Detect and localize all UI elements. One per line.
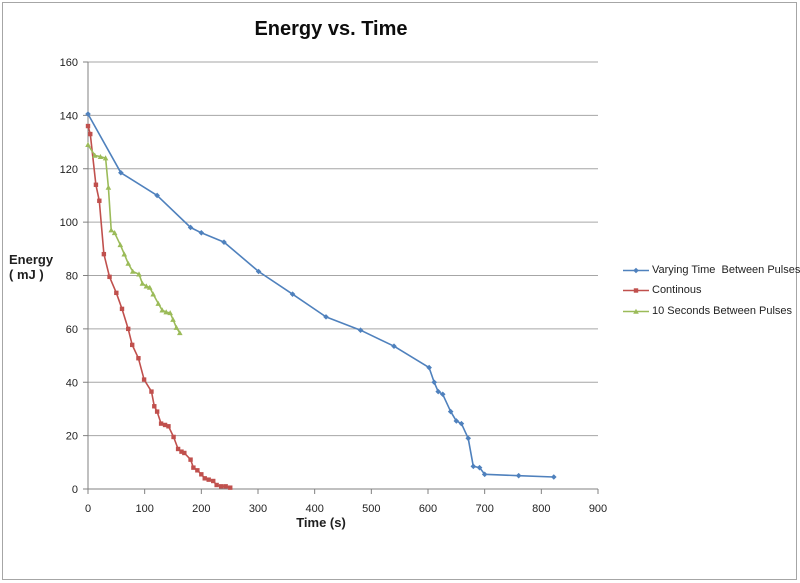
x-tick-label: 400: [305, 503, 323, 515]
y-tick-labels: 0 20 40 60 80 100 120 140 160: [60, 57, 78, 496]
y-axis-title-line2: ( mJ ): [9, 267, 44, 282]
legend-label: Varying Time Between Pulses: [652, 263, 800, 276]
x-tick-label: 500: [362, 503, 380, 515]
legend-item-2[interactable]: Continous: [623, 281, 800, 302]
y-tick-label: 40: [66, 377, 78, 389]
x-axis-title: Time (s): [296, 515, 346, 530]
chart-title: Energy vs. Time: [254, 18, 408, 40]
y-tick-label: 60: [66, 324, 78, 336]
x-tick-label: 300: [249, 503, 267, 515]
legend-key-diamond-icon: [623, 267, 649, 274]
series-10-seconds-between-pulses[interactable]: [85, 141, 183, 336]
legend-item-1[interactable]: Varying Time Between Pulses: [623, 260, 800, 281]
x-tick-label: 900: [589, 503, 607, 515]
y-tick-label: 100: [60, 217, 78, 229]
tick-marks: [83, 61, 599, 494]
y-tick-label: 120: [60, 164, 78, 176]
legend-label: Continous: [652, 284, 702, 297]
legend-key-triangle-icon: [623, 308, 649, 314]
legend-item-3[interactable]: 10 Seconds Between Pulses: [623, 301, 800, 322]
y-axis-title: Energy ( mJ ): [9, 252, 53, 282]
y-tick-label: 0: [72, 484, 78, 496]
y-axis-title-line1: Energy: [9, 252, 54, 267]
y-tick-label: 80: [66, 271, 78, 283]
legend-label: 10 Seconds Between Pulses: [652, 304, 793, 317]
x-tick-label: 700: [475, 503, 493, 515]
axis-lines: [87, 62, 598, 493]
x-tick-label: 200: [192, 503, 210, 515]
legend: Varying Time Between Pulses Continous 10 S…: [623, 260, 800, 322]
y-tick-label: 20: [66, 431, 78, 443]
legend-key-square-icon: [623, 288, 649, 293]
y-tick-label: 140: [60, 110, 78, 122]
series-continous[interactable]: [85, 123, 233, 490]
x-tick-label: 800: [532, 503, 550, 515]
x-tick-label: 100: [135, 503, 153, 515]
x-tick-labels: 0 100 200 300 400 500 600 700 800 900: [85, 503, 607, 515]
x-tick-label: 0: [85, 503, 91, 515]
series-varying-time-between-pulses[interactable]: [85, 111, 557, 480]
x-tick-label: 600: [419, 503, 437, 515]
y-tick-label: 160: [60, 57, 78, 69]
